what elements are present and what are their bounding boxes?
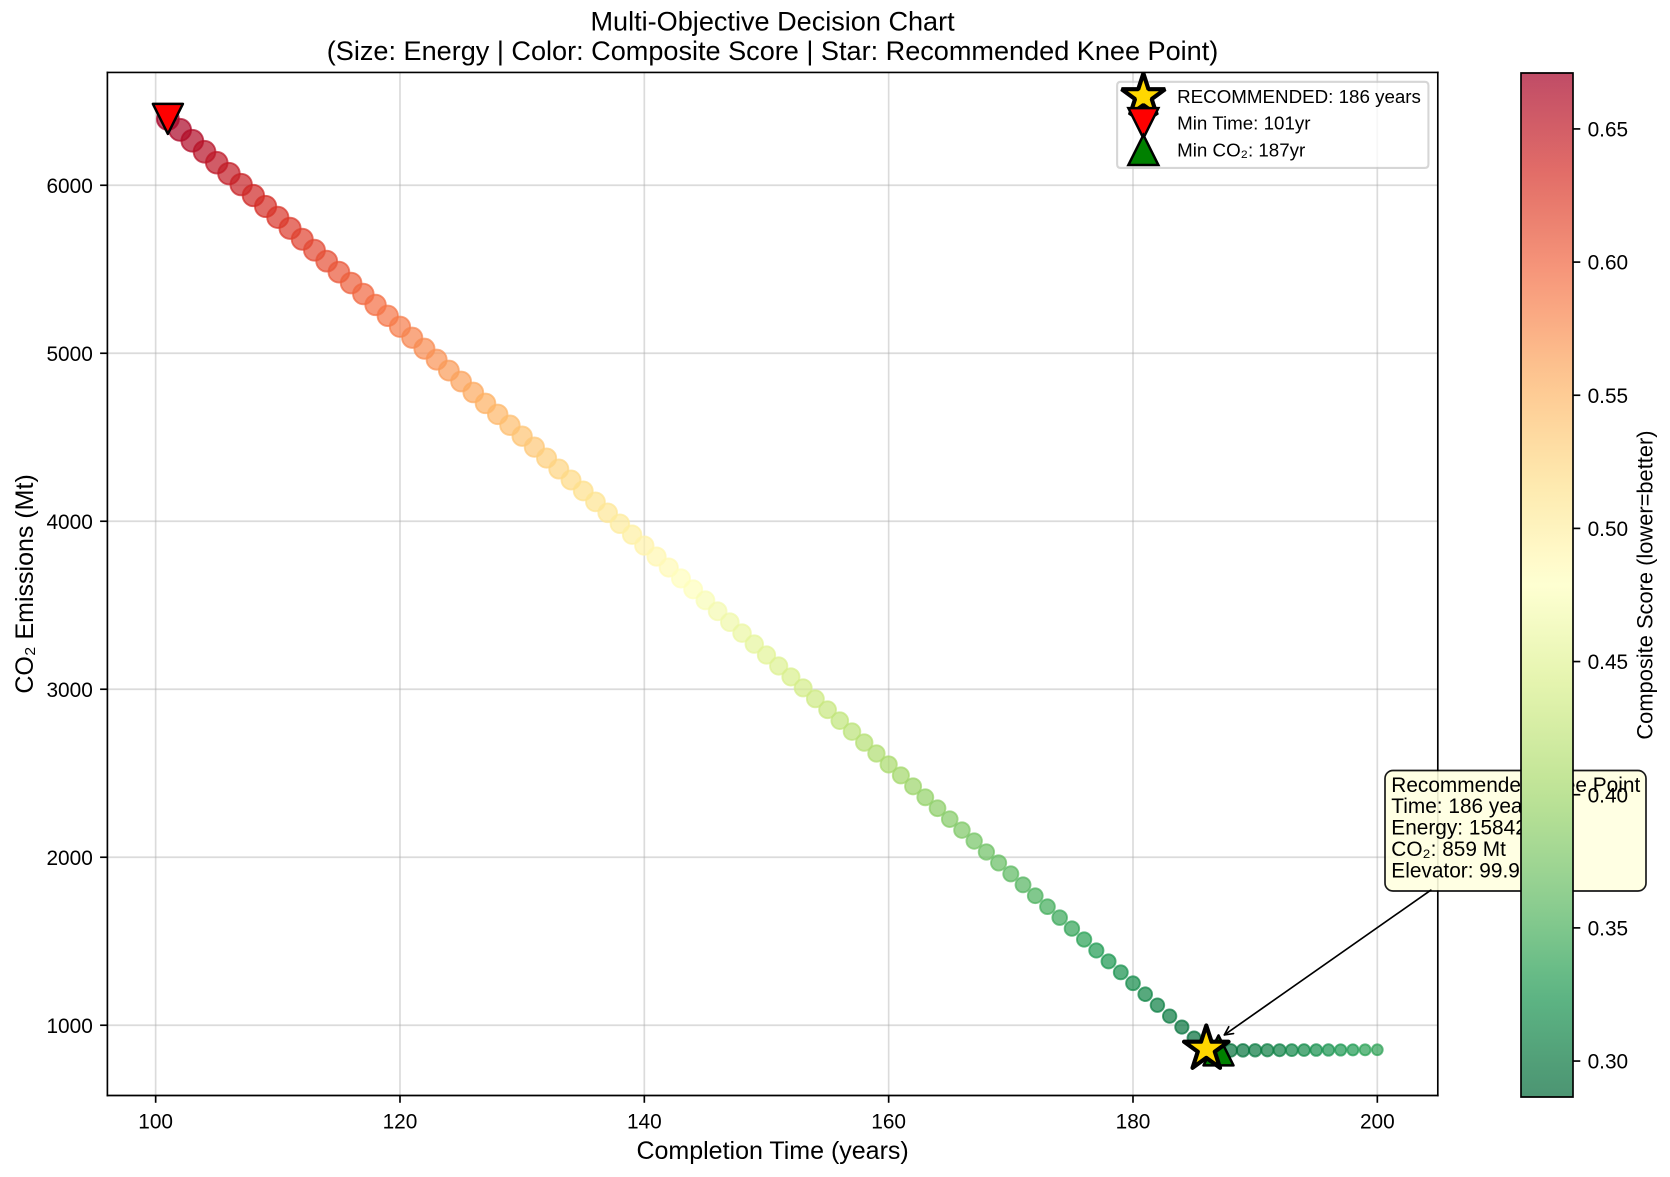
svg-text:Recommended Knee Point: Recommended Knee Point xyxy=(1391,774,1640,797)
svg-text:Composite Score (lower=better): Composite Score (lower=better) xyxy=(1632,430,1657,739)
svg-text:Min CO₂: 187yr: Min CO₂: 187yr xyxy=(1177,140,1305,161)
svg-text:CO₂ Emissions (Mt): CO₂ Emissions (Mt) xyxy=(11,474,39,693)
svg-text:120: 120 xyxy=(383,1110,418,1133)
svg-text:(Size: Energy | Color: Composi: (Size: Energy | Color: Composite Score |… xyxy=(327,35,1219,66)
svg-text:140: 140 xyxy=(627,1110,662,1133)
svg-text:Min Time: 101yr: Min Time: 101yr xyxy=(1177,113,1310,134)
svg-text:180: 180 xyxy=(1116,1110,1151,1133)
svg-text:5000: 5000 xyxy=(46,343,92,366)
svg-text:0.65: 0.65 xyxy=(1588,118,1629,141)
svg-text:Completion Time (years): Completion Time (years) xyxy=(636,1137,908,1165)
svg-text:0.45: 0.45 xyxy=(1588,651,1629,674)
svg-text:4000: 4000 xyxy=(46,511,92,534)
svg-text:0.40: 0.40 xyxy=(1588,784,1629,807)
svg-text:0.35: 0.35 xyxy=(1588,917,1629,940)
svg-text:6000: 6000 xyxy=(46,175,92,198)
svg-text:1000: 1000 xyxy=(46,1015,92,1038)
svg-text:Multi-Objective Decision Chart: Multi-Objective Decision Chart xyxy=(590,6,955,37)
svg-text:0.55: 0.55 xyxy=(1588,385,1629,408)
svg-text:Time: 186 years: Time: 186 years xyxy=(1391,795,1540,818)
svg-text:160: 160 xyxy=(871,1110,906,1133)
svg-text:Energy: 15842 EJ: Energy: 15842 EJ xyxy=(1391,817,1557,840)
svg-text:2000: 2000 xyxy=(46,847,92,870)
svg-text:200: 200 xyxy=(1360,1110,1395,1133)
svg-text:3000: 3000 xyxy=(46,679,92,702)
svg-text:0.60: 0.60 xyxy=(1588,252,1629,275)
svg-text:100: 100 xyxy=(138,1110,173,1133)
svg-text:0.50: 0.50 xyxy=(1588,518,1629,541)
svg-text:RECOMMENDED: 186 years: RECOMMENDED: 186 years xyxy=(1177,86,1421,107)
svg-text:0.30: 0.30 xyxy=(1588,1051,1629,1074)
svg-text:Elevator: 99.9%: Elevator: 99.9% xyxy=(1391,859,1538,882)
svg-text:CO₂: 859 Mt: CO₂: 859 Mt xyxy=(1391,838,1506,861)
